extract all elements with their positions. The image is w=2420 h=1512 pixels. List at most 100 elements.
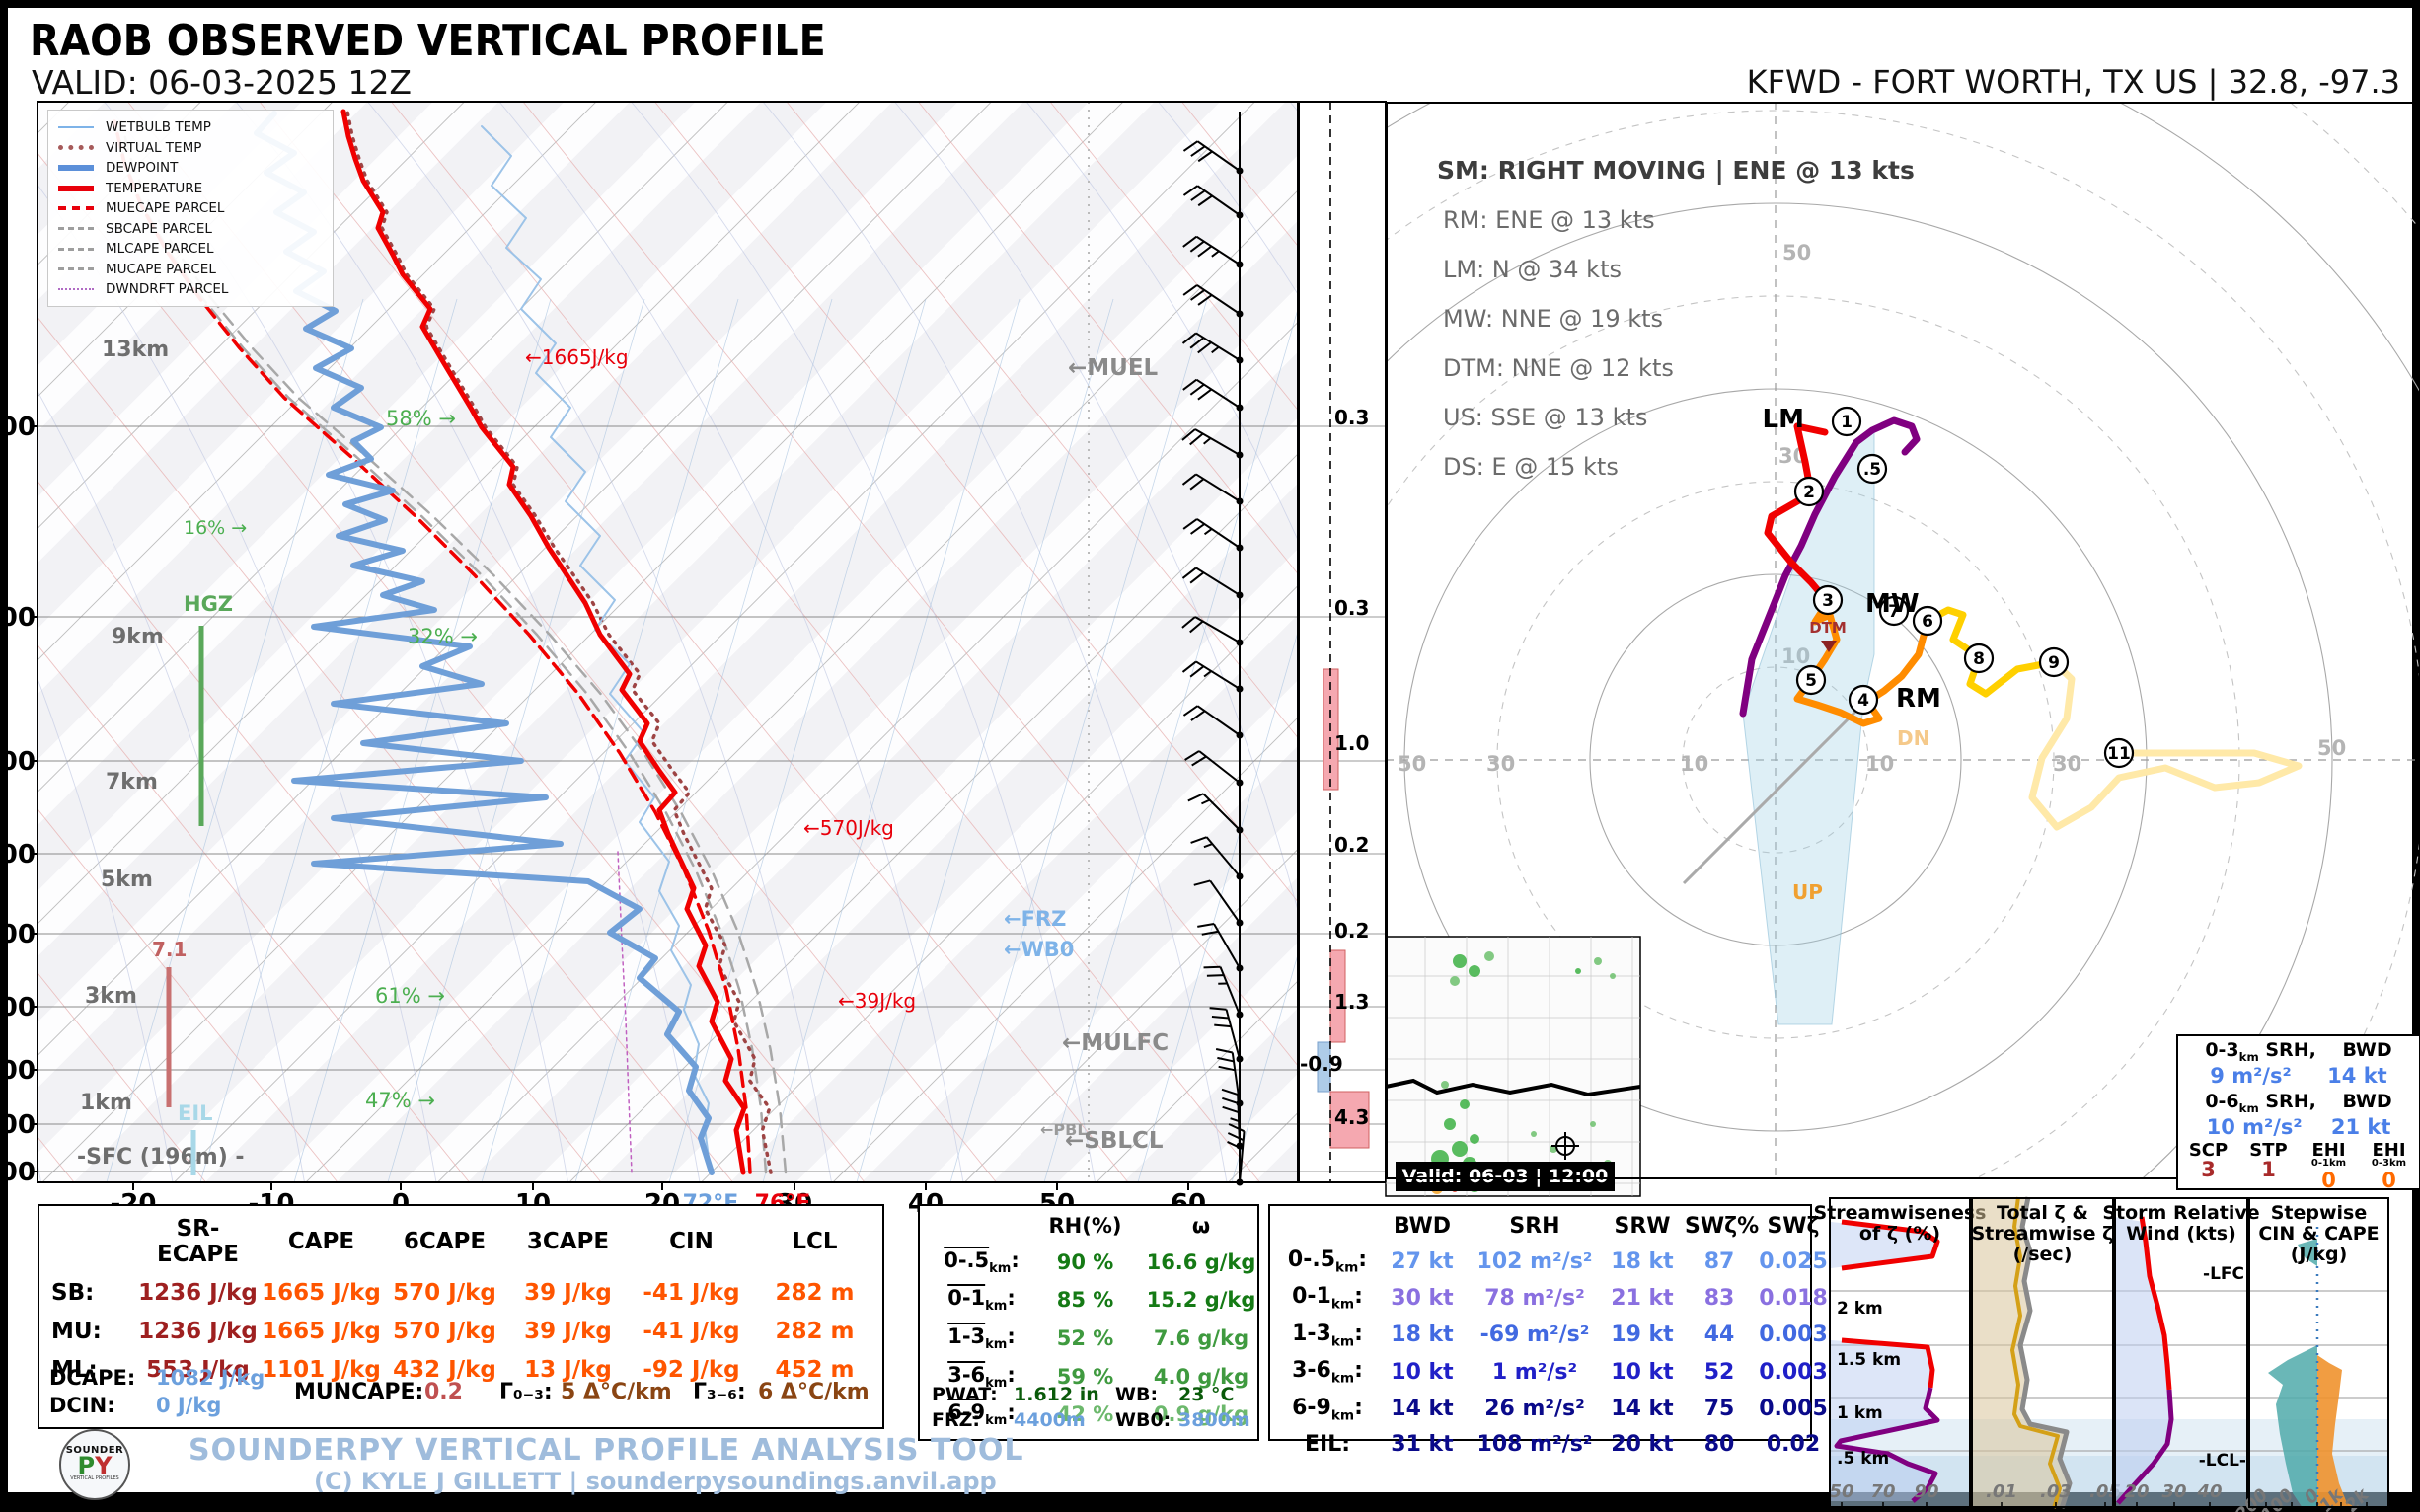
storm-motion-line (1682, 702, 1865, 885)
srh-0-6-label: 0-6km SRH, (2205, 1090, 2316, 1115)
thermo-table: SR-ECAPE CAPE 6CAPE 3CAPE CIN LCL SB: 1236 J/kg… (38, 1204, 884, 1429)
panel-height-label: 2 km (1837, 1299, 1883, 1319)
hodo-9km-plus-trace (2028, 658, 2303, 831)
panel-tick-label: .03 (2040, 1481, 2072, 1502)
legend-item: MUCAPE PARCEL (58, 260, 323, 280)
legend-item: DEWPOINT (58, 158, 323, 179)
skewt-annotation: ←FRZ (1004, 907, 1066, 931)
wind-barb-flag (1214, 1023, 1232, 1028)
wind-barb-flag (1190, 145, 1206, 157)
omega-value-label: -0.9 (1300, 1052, 1343, 1076)
wind-barb-flag (1189, 665, 1205, 678)
panel-title: (J/kg) (2291, 1244, 2348, 1265)
wind-barb (1196, 284, 1241, 315)
radar-echo (1444, 1118, 1456, 1130)
height-marker-label: 3 (1822, 591, 1834, 611)
composite-indices: SCP 3 STP 1 EHI 0-1km 0 EHI 0-3km 0 (2178, 1141, 2419, 1192)
panel-curve (1834, 1387, 1940, 1503)
table-cell: -92 J/kg (643, 1357, 740, 1383)
row-label: 6-9km: (1292, 1395, 1363, 1423)
radar-echo (1531, 1131, 1537, 1137)
wind-barb-flag (1197, 294, 1213, 306)
row-label: 1-3km: (1292, 1321, 1363, 1350)
omega-value-label: 4.3 (1334, 1105, 1369, 1129)
table-cell: 432 J/kg (393, 1357, 496, 1383)
table-cell: 78 m²/s² (1484, 1286, 1585, 1312)
table-cell: 282 m (775, 1280, 855, 1306)
height-marker-label: .5 (1863, 460, 1881, 480)
dry-adiabat-line (391, 102, 1260, 1182)
moist-adiabat-line (38, 390, 305, 1182)
height-axis-label: 3km (85, 984, 137, 1009)
radar-inset: Valid: 06-03 | 12:00 (1385, 936, 1641, 1197)
skewt-annotation: 16% → (184, 517, 247, 539)
mixing-ratio-line (856, 298, 1114, 1182)
hodograph-ring (1386, 110, 2420, 1179)
legend-item: TEMPERATURE (58, 179, 323, 199)
hodograph-point-label: UP (1792, 880, 1823, 904)
pressure-axis-label: 600 (0, 920, 36, 949)
wind-barb-flag (1222, 1105, 1240, 1113)
panel-curve (1841, 1337, 1935, 1389)
row-label: 0-1km: (1292, 1284, 1363, 1313)
wind-barb-halfflag (1203, 528, 1213, 536)
wb0-value: 3800m (1178, 1409, 1250, 1431)
storm-motion-line-text: MW: NNE @ 19 kts (1443, 305, 1663, 333)
srh-area-polygon (1742, 429, 1875, 1025)
dry-adiabat-line (259, 102, 1129, 1182)
radar-echo (1441, 1081, 1449, 1089)
wind-barb (1196, 705, 1241, 736)
wind-barb-flag (1197, 388, 1213, 401)
panel-curve (1841, 1219, 1940, 1271)
height-axis-label: 1km (80, 1091, 132, 1115)
wind-barb-flag (1189, 620, 1204, 634)
table-cell: 39 J/kg (524, 1280, 612, 1306)
height-marker-circle (1831, 406, 1862, 437)
table-cell: 16.6 g/kg (1146, 1249, 1256, 1274)
legend-label: WETBULB TEMP (106, 119, 211, 136)
height-marker-circle (1912, 605, 1943, 637)
table-cell: 1236 J/kg (138, 1280, 258, 1306)
table-cell: 7.6 g/kg (1153, 1325, 1249, 1350)
wind-barb-halfflag (1203, 843, 1213, 849)
radar-echo (1469, 965, 1480, 977)
panel-border (1971, 1197, 2114, 1508)
wind-barb (1195, 567, 1241, 596)
panel-title: (/sec) (2013, 1244, 2073, 1265)
dry-adiabat-line (786, 102, 1298, 739)
wind-barb-flag (1222, 1096, 1239, 1104)
legend-label: TEMPERATURE (106, 180, 203, 196)
wind-barb-flag (1191, 755, 1207, 767)
isotherm-line (964, 848, 1298, 1182)
isotherm-line (1096, 980, 1298, 1182)
radar-echo (1594, 957, 1602, 965)
legend-item: SBCAPE PARCEL (58, 219, 323, 240)
height-marker-label: 8 (1973, 649, 1985, 669)
skewt-annotation: ←SBLCL (1065, 1128, 1164, 1154)
wind-barb-flag (1189, 383, 1205, 396)
legend-swatch-icon (58, 185, 94, 191)
panel-fill (2268, 1345, 2317, 1508)
legend-label: DWNDRFT PARCEL (106, 281, 229, 298)
hodo-0-1km-trace (1739, 416, 1921, 718)
skewt-annotation: 32% → (408, 625, 478, 648)
dry-adiabat-line (918, 102, 1298, 575)
wind-barb-flag (1227, 1132, 1245, 1142)
table-cell: 87 (1703, 1248, 1735, 1274)
radar-echo (1610, 973, 1616, 979)
legend-item: WETBULB TEMP (58, 117, 323, 138)
table-cell: 13 J/kg (524, 1357, 612, 1383)
wb-value: 23 °C (1178, 1384, 1235, 1405)
height-marker-circle (2103, 737, 2135, 769)
pressure-axis-label: 700 (0, 993, 36, 1022)
mixing-ratio-line (387, 298, 645, 1182)
isotherm-line (305, 189, 1298, 1182)
skewt-annotation: ←570J/kg (803, 816, 894, 840)
legend-swatch-icon (58, 288, 94, 291)
wind-barb (1195, 473, 1241, 502)
col-header: BWD (1393, 1214, 1452, 1239)
radar-inset-frame (1385, 936, 1641, 1197)
